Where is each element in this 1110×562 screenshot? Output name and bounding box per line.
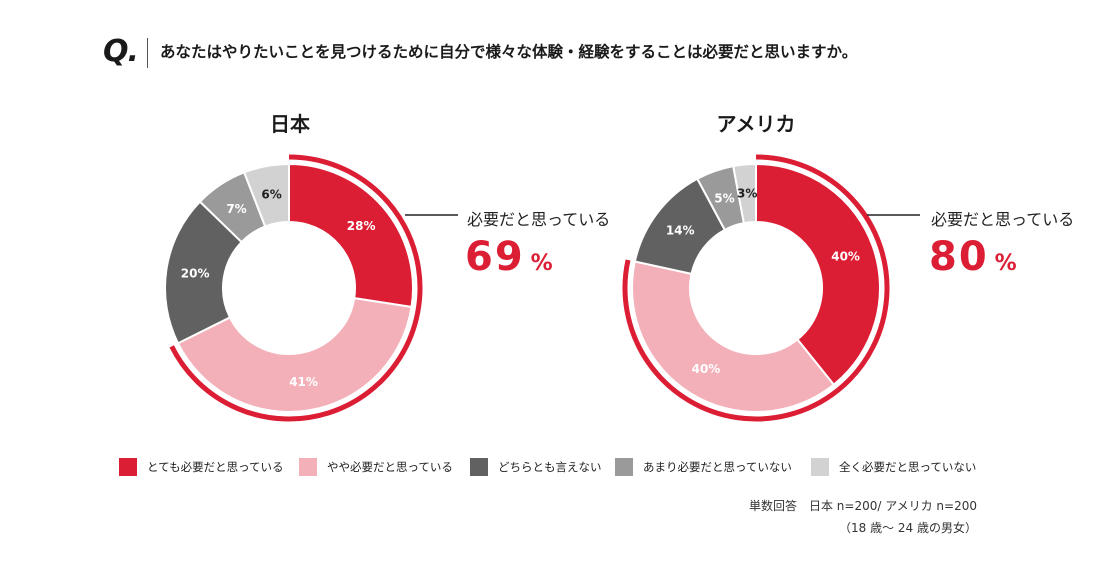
- donut-slice: [288, 162, 414, 309]
- callout-number-japan: 69: [465, 234, 525, 280]
- age-note: （18 歳～ 24 歳の男女）: [839, 521, 977, 535]
- donut-chart-japan: 28% 41% 20% 7% 6%: [164, 154, 423, 422]
- legend-swatch: [811, 458, 829, 476]
- legend-item: 全く必要だと思っていない: [811, 458, 976, 476]
- donut-slice: [242, 162, 290, 228]
- callout-unit-usa: %: [994, 251, 1017, 276]
- legend-item: どちらとも言えない: [470, 458, 615, 476]
- donut-slice: [732, 162, 757, 225]
- highlight-arc: [622, 154, 890, 422]
- legend-label: どちらとも言えない: [498, 460, 602, 474]
- callout-number-usa: 80: [929, 234, 989, 280]
- question-text: あなたはやりたいことを見つけるために自分で様々な体験・経験をすることは必要だと思…: [160, 43, 858, 61]
- slice-label: 3%: [737, 186, 757, 200]
- slice-label: 40%: [692, 362, 721, 376]
- donut-slice: [755, 162, 881, 387]
- legend: とても必要だと思っている やや必要だと思っている どちらとも言えない あまり必要…: [119, 458, 976, 476]
- header-divider: [147, 38, 148, 68]
- chart-title-japan: 日本: [270, 112, 310, 136]
- legend-label: やや必要だと思っている: [327, 460, 453, 474]
- callout-value-japan: 69%: [465, 234, 553, 280]
- chart-title-usa: アメリカ: [716, 112, 796, 136]
- legend-item: あまり必要だと思っていない: [615, 458, 811, 476]
- callout-label-japan: 必要だと思っている: [467, 210, 611, 229]
- legend-swatch: [119, 458, 137, 476]
- donut-slice: [176, 296, 413, 413]
- slice-label: 40%: [831, 249, 860, 263]
- slice-label: 5%: [714, 191, 734, 205]
- legend-swatch: [470, 458, 488, 476]
- donut-chart-usa: 40% 40% 14% 5% 3%: [622, 154, 890, 422]
- callout-unit-japan: %: [530, 251, 553, 276]
- legend-item: やや必要だと思っている: [299, 458, 470, 476]
- donut-slice: [631, 260, 836, 413]
- slice-label: 28%: [347, 219, 376, 233]
- slice-label: 41%: [289, 375, 318, 389]
- callout-label-usa: 必要だと思っている: [931, 210, 1075, 229]
- sample-note: 単数回答 日本 n=200/ アメリカ n=200: [748, 499, 977, 513]
- legend-label: あまり必要だと思っていない: [643, 460, 792, 474]
- highlight-arc: [169, 154, 423, 422]
- legend-label: 全く必要だと思っていない: [839, 460, 977, 474]
- slice-label: 7%: [226, 202, 246, 216]
- legend-swatch: [299, 458, 317, 476]
- legend-label: とても必要だと思っている: [147, 460, 284, 474]
- legend-swatch: [615, 458, 633, 476]
- slice-label: 14%: [666, 224, 695, 238]
- slice-label: 20%: [181, 266, 210, 280]
- question-mark: Q.: [103, 34, 139, 69]
- callout-value-usa: 80%: [929, 234, 1017, 280]
- slice-label: 6%: [261, 188, 281, 202]
- legend-item: とても必要だと思っている: [119, 458, 299, 476]
